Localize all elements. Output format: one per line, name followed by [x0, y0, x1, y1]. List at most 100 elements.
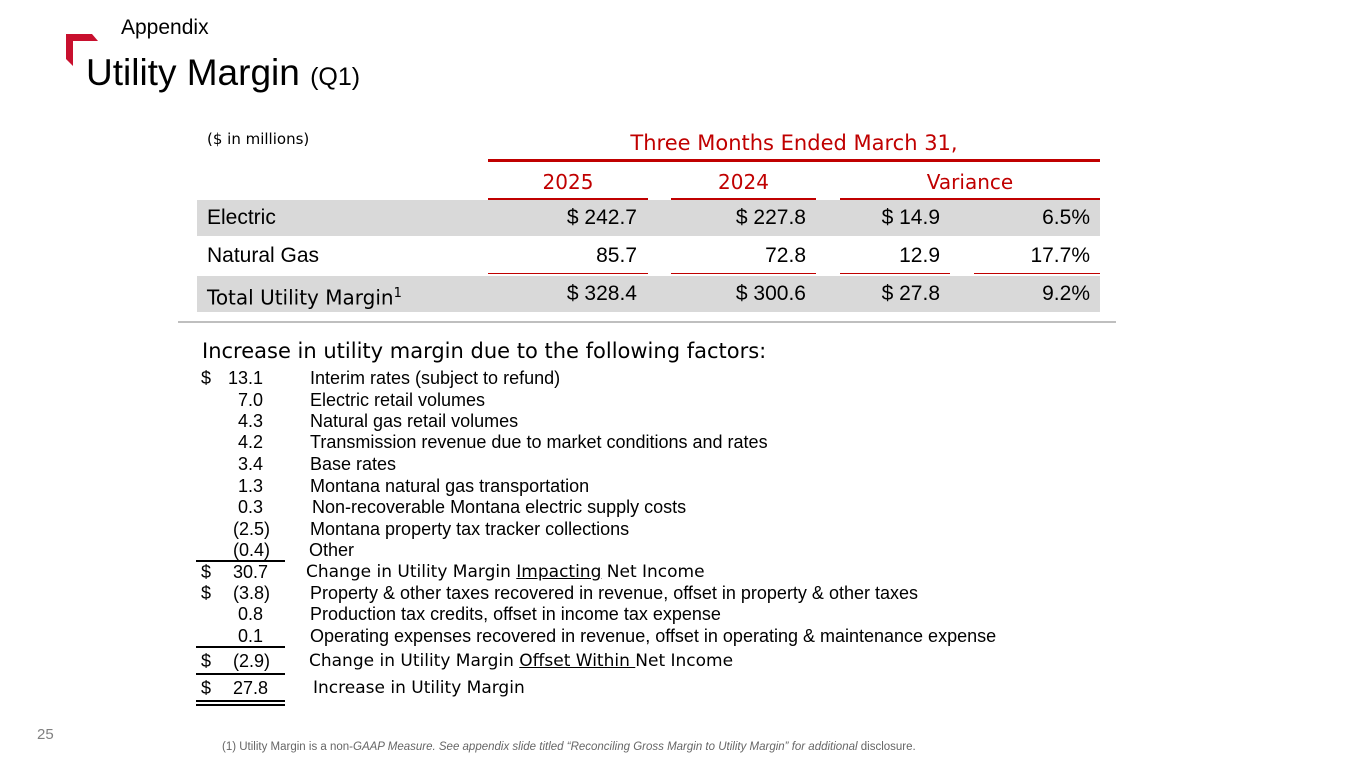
total-label-text: Total Utility Margin	[207, 285, 394, 310]
factor-line: 1.3 Montana natural gas transportation	[0, 475, 1365, 497]
subtotal-impacting-line: $ 30.7 Change in Utility Margin Impactin…	[0, 561, 1365, 583]
factor-amount: (2.5)	[232, 519, 270, 539]
desc-pre: Change in Utility Margin	[306, 562, 517, 582]
column-header-2024: 2024	[718, 170, 769, 194]
gap-cell	[816, 276, 840, 312]
row-rule	[488, 273, 648, 274]
section-label: Appendix	[121, 16, 209, 39]
subtotal-rule	[196, 560, 285, 562]
factor-description: Electric retail volumes	[310, 390, 486, 410]
currency-symbol: $	[201, 583, 212, 603]
desc-post: Net Income	[601, 562, 705, 582]
total-double-rule-bottom	[196, 704, 285, 706]
offset-line: 0.8 Production tax credits, offset in in…	[0, 603, 1365, 625]
column-rule-variance	[840, 198, 1100, 201]
units-label: ($ in millions)	[207, 130, 310, 148]
factor-description: Montana natural gas transportation	[310, 476, 590, 496]
corner-bracket-icon	[66, 34, 98, 66]
table-row-natural-gas: Natural Gas 85.7 72.8 12.9 17.7%	[197, 238, 1100, 274]
gap-cell	[950, 200, 974, 236]
period-header: Three Months Ended March 31,	[630, 131, 958, 155]
factors-heading: Increase in utility margin due to the fo…	[202, 339, 767, 363]
offset-amount: 0.8	[237, 604, 263, 624]
row-label: Total Utility Margin1	[197, 276, 487, 312]
currency-symbol: $	[201, 678, 212, 698]
row-rule	[671, 273, 816, 274]
factor-amount: 1.3	[237, 476, 263, 496]
subtotal-rule	[196, 673, 285, 675]
page-title-sub: (Q1)	[310, 63, 361, 91]
row-label: Natural Gas	[207, 244, 320, 267]
offset-amount: (3.8)	[232, 583, 270, 603]
currency-symbol: $	[201, 368, 212, 388]
subtotal-description: Change in Utility Margin Impacting Net I…	[306, 561, 705, 583]
variance-percent: 9.2%	[974, 276, 1100, 312]
factor-amount: 0.3	[237, 497, 263, 517]
gap-cell	[816, 200, 840, 236]
footnote-italic: GAAP Measure. See appendix slide titled …	[353, 741, 858, 753]
factor-line: $ 13.1 Interim rates (subject to refund)	[0, 367, 1365, 389]
total-amount: 27.8	[232, 678, 268, 698]
desc-underlined: Offset Within	[519, 651, 636, 671]
factor-amount: (0.4)	[232, 540, 270, 560]
factor-amount: 3.4	[237, 454, 263, 474]
offset-line: 0.1 Operating expenses recovered in reve…	[0, 625, 1365, 647]
factor-description: Base rates	[310, 454, 397, 474]
factor-description: Montana property tax tracker collections	[310, 519, 630, 539]
offset-description: Operating expenses recovered in revenue,…	[310, 626, 997, 646]
column-rule-2025	[488, 198, 648, 201]
footnote-pre: (1) Utility Margin is a non-	[222, 741, 354, 753]
table-divider	[178, 321, 1116, 323]
factor-line: 0.3 Non-recoverable Montana electric sup…	[0, 496, 1365, 518]
factor-description: Natural gas retail volumes	[310, 411, 519, 431]
page-title-main: Utility Margin	[86, 52, 300, 93]
gap-cell	[950, 276, 974, 312]
footnote-marker: 1	[393, 286, 402, 301]
footnote: (1) Utility Margin is a non-GAAP Measure…	[222, 741, 916, 753]
column-rule-2024	[671, 198, 816, 201]
offset-line: $ (3.8) Property & other taxes recovered…	[0, 582, 1365, 604]
factor-amount: 4.3	[237, 411, 263, 431]
factor-line: (2.5) Montana property tax tracker colle…	[0, 518, 1365, 540]
value-2025: $ 242.7	[487, 200, 647, 236]
value-2024: $ 227.8	[671, 200, 816, 236]
factor-description: Interim rates (subject to refund)	[310, 368, 561, 388]
subtotal-offset-line: $ (2.9) Change in Utility Margin Offset …	[0, 650, 1365, 672]
desc-underlined: Impacting	[516, 562, 602, 582]
total-double-rule-top	[196, 700, 285, 702]
variance-amount: $ 27.8	[840, 276, 950, 312]
variance-percent: 17.7%	[1030, 244, 1090, 267]
subtotal-rule	[196, 646, 285, 648]
currency-symbol: $	[201, 562, 212, 582]
page-title: Utility Margin (Q1)	[86, 52, 360, 94]
page-number: 25	[37, 726, 54, 743]
total-description: Increase in Utility Margin	[313, 678, 525, 698]
gap-cell	[647, 276, 671, 312]
offset-description: Property & other taxes recovered in reve…	[310, 583, 918, 603]
column-header-2025: 2025	[542, 170, 594, 194]
factor-line: 7.0 Electric retail volumes	[0, 389, 1365, 411]
value-2024: 72.8	[765, 244, 806, 267]
total-line: $ 27.8 Increase in Utility Margin	[0, 677, 1365, 699]
factor-line: 4.2 Transmission revenue due to market c…	[0, 431, 1365, 453]
factor-amount: 7.0	[237, 390, 263, 410]
factor-line: (0.4) Other	[0, 539, 1365, 561]
factor-description: Non-recoverable Montana electric supply …	[312, 497, 687, 517]
desc-post: Net Income	[635, 651, 734, 671]
factor-description: Transmission revenue due to market condi…	[310, 432, 768, 452]
factor-amount: 13.1	[227, 368, 263, 388]
value-2025: $ 328.4	[487, 276, 647, 312]
variance-amount: $ 14.9	[840, 200, 950, 236]
desc-pre: Change in Utility Margin	[309, 651, 520, 671]
offset-description: Production tax credits, offset in income…	[310, 604, 721, 624]
factor-amount: 4.2	[237, 432, 263, 452]
variance-amount: 12.9	[899, 244, 940, 267]
factor-description: Other	[309, 540, 355, 560]
value-2024: $ 300.6	[671, 276, 816, 312]
factor-line: 3.4 Base rates	[0, 453, 1365, 475]
subtotal-amount: (2.9)	[232, 651, 270, 671]
subtotal-amount: 30.7	[232, 562, 268, 582]
value-2025: 85.7	[596, 244, 637, 267]
variance-percent: 6.5%	[974, 200, 1100, 236]
currency-symbol: $	[201, 651, 212, 671]
